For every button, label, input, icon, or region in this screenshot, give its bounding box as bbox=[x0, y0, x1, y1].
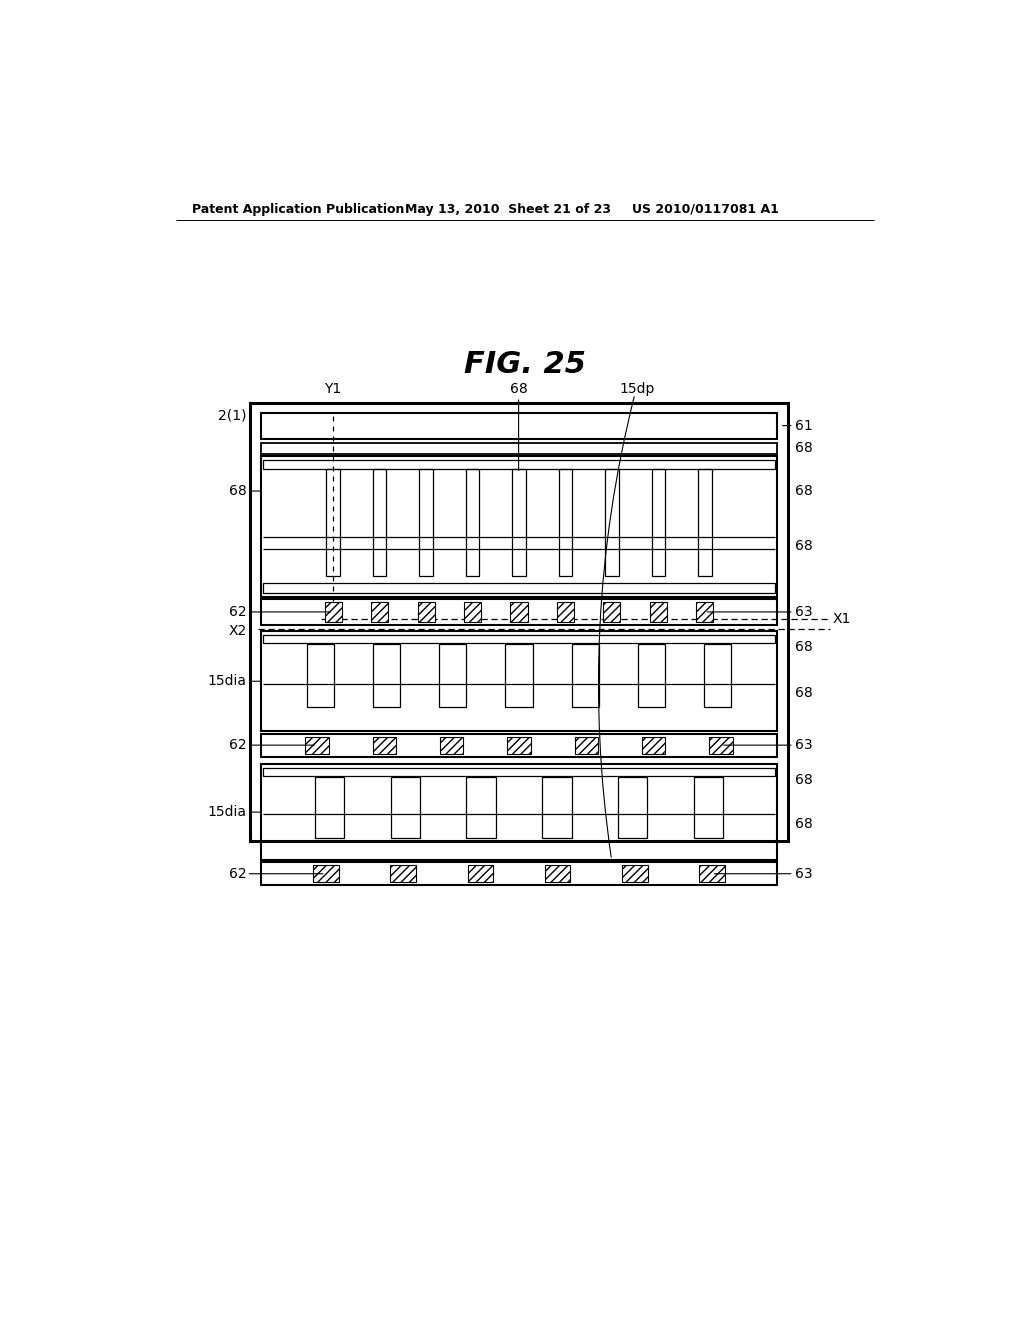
Bar bbox=[649, 602, 667, 622]
Text: Y1: Y1 bbox=[324, 381, 341, 396]
Bar bbox=[703, 644, 731, 708]
Bar bbox=[307, 644, 334, 708]
Text: 61: 61 bbox=[796, 418, 813, 433]
Bar bbox=[263, 583, 775, 593]
Bar bbox=[439, 644, 466, 708]
Bar bbox=[260, 631, 777, 731]
Text: 68: 68 bbox=[796, 484, 813, 498]
Bar bbox=[571, 644, 599, 708]
Text: US 2010/0117081 A1: US 2010/0117081 A1 bbox=[632, 203, 778, 215]
Bar bbox=[372, 602, 388, 622]
Text: 62: 62 bbox=[229, 738, 247, 752]
Bar bbox=[373, 737, 396, 754]
Bar bbox=[260, 862, 777, 886]
Bar bbox=[557, 602, 573, 622]
Bar bbox=[698, 470, 712, 576]
Bar bbox=[699, 866, 725, 882]
Bar bbox=[696, 602, 713, 622]
Text: X1: X1 bbox=[833, 612, 851, 626]
Text: 2(1): 2(1) bbox=[218, 409, 247, 422]
Bar bbox=[327, 470, 340, 576]
Bar bbox=[652, 470, 665, 576]
Bar bbox=[260, 599, 777, 626]
Text: 68: 68 bbox=[796, 441, 813, 455]
Text: 63: 63 bbox=[796, 605, 813, 619]
Bar bbox=[263, 635, 775, 643]
Text: Patent Application Publication: Patent Application Publication bbox=[191, 203, 403, 215]
Text: 63: 63 bbox=[796, 738, 813, 752]
Bar bbox=[507, 737, 530, 754]
Bar bbox=[390, 866, 416, 882]
Text: 15dia: 15dia bbox=[208, 805, 247, 820]
Bar bbox=[313, 866, 339, 882]
Text: 68: 68 bbox=[796, 686, 813, 700]
Bar bbox=[545, 866, 570, 882]
Bar bbox=[260, 442, 777, 454]
Bar bbox=[373, 644, 400, 708]
Bar bbox=[390, 777, 420, 838]
Bar bbox=[574, 737, 598, 754]
Text: 68: 68 bbox=[796, 540, 813, 553]
Bar bbox=[325, 602, 342, 622]
Bar bbox=[466, 470, 479, 576]
Text: 62: 62 bbox=[229, 605, 247, 619]
Text: 15dia: 15dia bbox=[208, 675, 247, 688]
Bar bbox=[418, 602, 435, 622]
Bar bbox=[260, 413, 777, 438]
Bar bbox=[314, 777, 344, 838]
Text: 62: 62 bbox=[229, 867, 247, 880]
Bar bbox=[617, 777, 647, 838]
Text: 68: 68 bbox=[796, 817, 813, 830]
Bar bbox=[373, 470, 386, 576]
Bar bbox=[260, 764, 777, 859]
Bar bbox=[506, 644, 532, 708]
Bar bbox=[440, 737, 463, 754]
Bar bbox=[510, 602, 527, 622]
Text: 63: 63 bbox=[796, 867, 813, 880]
Bar bbox=[710, 737, 732, 754]
Bar bbox=[622, 866, 647, 882]
Bar bbox=[263, 768, 775, 776]
Bar bbox=[559, 470, 572, 576]
Bar bbox=[642, 737, 666, 754]
Bar bbox=[693, 777, 723, 838]
Bar bbox=[464, 602, 481, 622]
Bar bbox=[468, 866, 494, 882]
Bar bbox=[260, 734, 777, 756]
Bar bbox=[638, 644, 665, 708]
Bar bbox=[603, 602, 621, 622]
Bar bbox=[305, 737, 329, 754]
Text: X2: X2 bbox=[228, 624, 247, 638]
Text: 68: 68 bbox=[796, 772, 813, 787]
Bar bbox=[420, 470, 432, 576]
Bar bbox=[251, 404, 787, 841]
Bar bbox=[605, 470, 618, 576]
Text: 68: 68 bbox=[510, 381, 527, 396]
Text: 15dp: 15dp bbox=[620, 381, 654, 396]
Text: FIG. 25: FIG. 25 bbox=[464, 350, 586, 379]
Text: 68: 68 bbox=[796, 640, 813, 653]
Bar bbox=[263, 461, 775, 470]
Text: 68: 68 bbox=[228, 484, 261, 498]
Bar bbox=[542, 777, 571, 838]
Bar bbox=[260, 457, 777, 597]
Bar bbox=[466, 777, 496, 838]
Text: May 13, 2010  Sheet 21 of 23: May 13, 2010 Sheet 21 of 23 bbox=[406, 203, 611, 215]
Bar bbox=[512, 470, 525, 576]
